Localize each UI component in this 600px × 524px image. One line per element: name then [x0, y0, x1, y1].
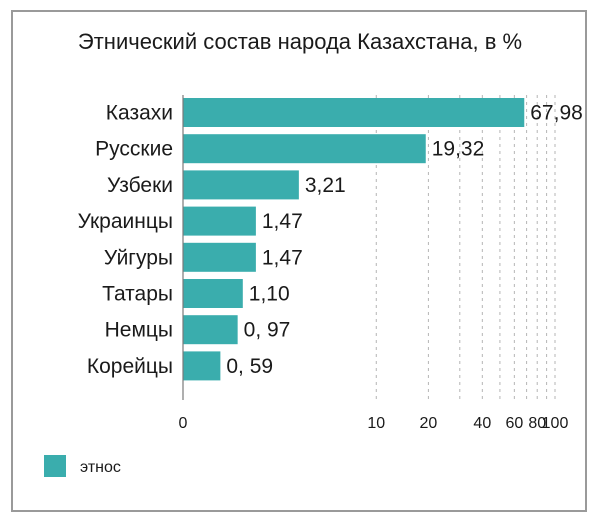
category-label: Украинцы — [78, 210, 173, 233]
x-tick-label: 40 — [473, 415, 491, 432]
bar — [183, 134, 426, 164]
value-label: 3,21 — [305, 174, 346, 197]
bars — [183, 98, 525, 381]
legend-label: этнос — [80, 459, 121, 476]
x-tick-label: 60 — [505, 415, 523, 432]
category-label: Немцы — [105, 319, 173, 342]
category-label: Казахи — [106, 102, 173, 125]
value-label: 1,10 — [249, 283, 290, 306]
bar — [183, 170, 299, 200]
x-tick-label: 100 — [542, 415, 569, 432]
value-label: 1,47 — [262, 210, 303, 233]
x-tick-label: 20 — [420, 415, 438, 432]
x-tick-label: 80 — [528, 415, 546, 432]
bar — [183, 206, 256, 236]
category-label: Уйгуры — [104, 246, 173, 269]
x-tick-label: 0 — [179, 415, 188, 432]
value-label: 0, 59 — [226, 355, 273, 378]
x-tick-label: 10 — [367, 415, 385, 432]
bar — [183, 315, 238, 345]
bar — [183, 351, 221, 381]
category-label: Русские — [95, 138, 173, 161]
chart-frame — [11, 10, 587, 512]
bar — [183, 279, 243, 308]
chart-title: Этнический состав народа Казахстана, в % — [78, 29, 522, 54]
value-label: 67,98 — [530, 102, 583, 125]
value-label: 0, 97 — [244, 319, 291, 342]
category-label: Татары — [102, 283, 173, 306]
category-label: Корейцы — [87, 355, 173, 378]
bar — [183, 98, 525, 127]
category-labels: Казахи Русские Узбеки Украинцы Уйгуры Татары Н… — [78, 102, 173, 378]
bar — [183, 242, 256, 272]
value-label: 19,32 — [432, 138, 485, 161]
category-label: Узбеки — [107, 174, 173, 197]
legend: этнос — [44, 455, 121, 477]
legend-swatch — [44, 455, 66, 477]
value-label: 1,47 — [262, 246, 303, 269]
